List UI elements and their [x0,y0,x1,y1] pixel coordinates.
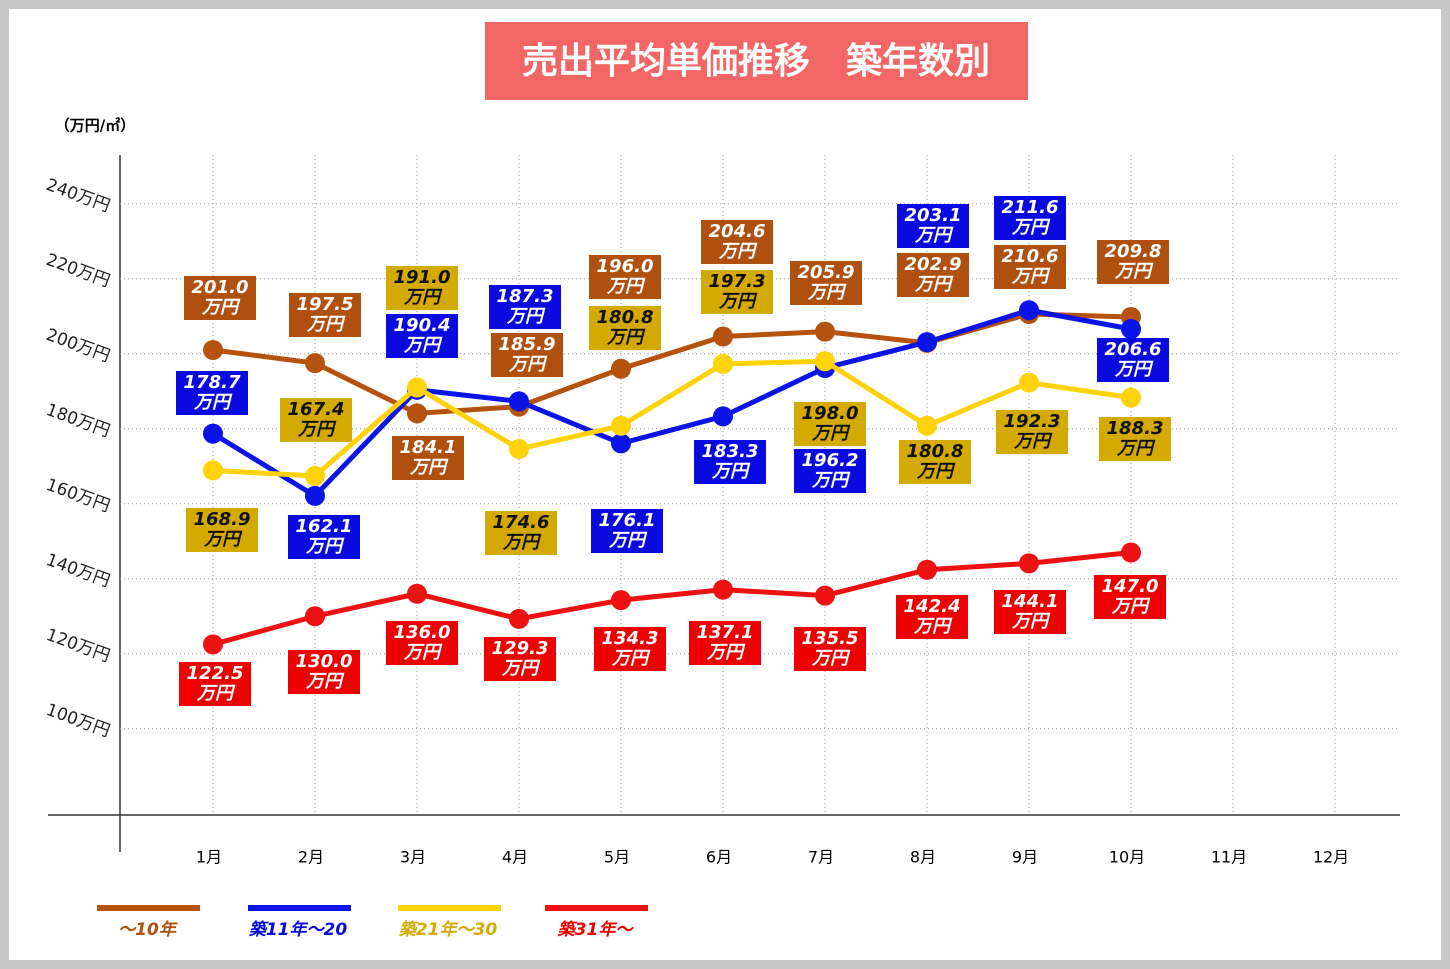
x-tick-label: 8月 [910,848,936,867]
data-label: 129.3万円 [484,637,556,681]
data-point [203,460,223,481]
data-point [1121,387,1141,408]
data-point [509,439,529,459]
chart-background [9,9,1441,960]
data-label: 197.3万円 [701,270,773,314]
data-label: 144.1万円 [994,590,1066,634]
data-label: 209.8万円 [1097,240,1169,284]
x-tick-label: 11月 [1211,848,1247,867]
data-point [407,377,427,398]
data-point [815,351,835,372]
data-label: 178.7万円 [176,371,248,415]
data-label: 174.6万円 [485,511,557,555]
data-label: 204.6万円 [701,220,773,264]
data-label: 192.3万円 [996,410,1068,454]
data-label: 205.9万円 [790,261,862,305]
data-point [611,358,631,379]
series-line [212,358,1132,479]
data-label: 183.3万円 [694,440,766,484]
x-tick-label: 4月 [502,848,528,867]
data-label: 187.3万円 [489,285,561,329]
data-label: 190.4万円 [386,314,458,358]
data-point [611,415,631,436]
data-point [305,485,325,506]
data-point [713,579,733,600]
x-tick-label: 10月 [1109,848,1145,867]
data-label: 196.0万円 [589,255,661,299]
data-label: 122.5万円 [179,662,251,706]
data-label: 147.0万円 [1094,575,1166,619]
data-point [917,415,937,436]
data-label: 188.3万円 [1099,417,1171,461]
data-label: 211.6万円 [994,196,1066,240]
x-tick-label: 6月 [706,848,732,867]
x-tick-label: 7月 [808,848,834,867]
data-point [713,406,733,427]
data-point [305,606,325,627]
x-tick-label: 12月 [1313,848,1349,867]
data-label: 176.1万円 [591,509,663,553]
title-box [485,22,1028,100]
series-line [211,307,1132,500]
data-label: 137.1万円 [689,621,761,665]
data-label: 196.2万円 [794,449,866,493]
data-point [1019,300,1039,321]
data-point [203,423,223,444]
data-label: 201.0万円 [184,276,256,320]
series-line [212,550,1132,647]
data-label: 198.0万円 [794,402,866,446]
x-tick-label: 3月 [400,848,426,867]
data-point [815,585,835,606]
data-label: 134.3万円 [594,627,666,671]
data-point [917,559,937,580]
chart-title: 売出平均単価推移 築年数別 [522,41,990,82]
x-tick-label: 1月 [196,848,222,867]
data-point [713,353,733,374]
data-point [305,466,325,486]
data-point [815,321,835,342]
data-point [713,326,733,347]
data-label: 142.4万円 [896,595,968,639]
data-point [611,433,631,454]
data-label: 167.4万円 [280,398,352,442]
data-label: 180.8万円 [589,306,661,350]
data-point [1019,553,1039,574]
data-label: 202.9万円 [897,253,969,297]
y-axis-label: （万円/㎡） [55,117,135,135]
data-label: 191.0万円 [386,266,458,310]
legend-label: 築11年～20 [249,920,347,940]
data-point [203,634,223,655]
data-label: 185.9万円 [491,333,563,377]
data-label: 206.6万円 [1097,338,1169,382]
data-label: 136.0万円 [386,621,458,665]
data-point [611,590,631,611]
data-label: 130.0万円 [288,650,360,694]
x-tick-label: 9月 [1012,848,1038,867]
data-label: 210.6万円 [994,245,1066,289]
data-label: 197.5万円 [289,293,361,337]
data-point [1121,319,1141,339]
legend-label: ～10年 [118,920,178,940]
data-point [917,332,937,353]
legend-label: 築21年～30 [399,920,497,940]
data-point [509,391,529,412]
data-point [407,583,427,604]
data-point [203,340,223,360]
x-tick-label: 5月 [604,848,630,867]
data-point [509,608,529,629]
data-label: 135.5万円 [794,627,866,671]
data-label: 180.8万円 [899,440,971,484]
data-point [1121,542,1141,563]
data-label: 162.1万円 [288,515,360,559]
data-label: 168.9万円 [186,508,258,552]
data-label: 184.1万円 [392,436,464,480]
data-point [305,353,325,374]
data-point [1019,372,1039,393]
x-tick-label: 2月 [298,848,324,867]
legend-label: 築31年～ [558,920,635,940]
data-label: 203.1万円 [897,204,969,248]
data-point [407,403,427,424]
